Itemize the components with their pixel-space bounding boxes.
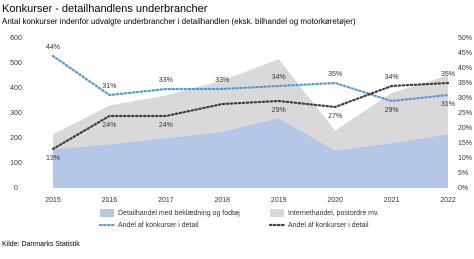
legend-label: Andel af konkurser i detail	[288, 222, 369, 229]
chart-title: Konkurser - detailhandlens underbrancher	[2, 3, 208, 15]
data-label: 29%	[385, 107, 399, 114]
legend-swatch	[100, 209, 114, 217]
data-label: 13%	[46, 155, 60, 162]
data-label: 27%	[328, 113, 342, 120]
y2-tick-label: 25%	[458, 110, 472, 117]
x-tick-label: 2020	[327, 197, 343, 204]
y-tick-label: 600	[10, 35, 22, 42]
y-tick-label: 200	[10, 135, 22, 142]
legend-label: Detailhandel med beklædning og fodtøj	[118, 210, 240, 217]
y2-tick-label: 30%	[458, 95, 472, 102]
data-label: 24%	[159, 122, 173, 129]
y2-tick-label: 35%	[458, 80, 472, 87]
legend-label: Andel af konkurser i detail	[118, 222, 199, 229]
data-label: 24%	[102, 122, 116, 129]
legend-label: Internethandel, postordre mv.	[288, 210, 379, 217]
data-label: 31%	[102, 83, 116, 90]
y2-tick-label: 10%	[458, 155, 472, 162]
area	[53, 118, 448, 188]
legend-swatch	[270, 209, 284, 217]
data-label: 44%	[46, 44, 60, 51]
data-label: 31%	[441, 101, 455, 108]
data-label: 29%	[272, 107, 286, 114]
y-tick-label: 300	[10, 110, 22, 117]
y2-tick-label: 15%	[458, 140, 472, 147]
data-label: 34%	[385, 74, 399, 81]
data-label: 35%	[328, 71, 342, 78]
area	[53, 59, 448, 151]
x-tick-label: 2018	[214, 197, 230, 204]
y2-tick-label: 5%	[458, 170, 468, 177]
y-tick-label: 500	[10, 60, 22, 67]
x-tick-label: 2015	[45, 197, 61, 204]
y2-tick-label: 20%	[458, 125, 472, 132]
y2-tick-label: 50%	[458, 35, 472, 42]
y2-tick-label: 45%	[458, 50, 472, 57]
data-label: 35%	[441, 71, 455, 78]
x-tick-label: 2021	[384, 197, 400, 204]
x-tick-label: 2017	[158, 197, 174, 204]
data-label: 34%	[272, 74, 286, 81]
x-tick-label: 2019	[271, 197, 287, 204]
y-tick-label: 100	[10, 160, 22, 167]
source: Kilde: Danmarks Statistik	[2, 241, 80, 248]
data-label: 33%	[215, 77, 229, 84]
y2-tick-label: 40%	[458, 65, 472, 72]
chart-subtitle: Antal konkurser indenfor udvalgte underb…	[2, 17, 356, 26]
data-label: 33%	[159, 77, 173, 84]
line	[51, 54, 450, 103]
line	[51, 81, 450, 151]
x-tick-label: 2016	[102, 197, 118, 204]
y-tick-label: 0	[14, 185, 18, 192]
x-tick-label: 2022	[440, 197, 456, 204]
y-tick-label: 400	[10, 85, 22, 92]
y2-tick-label: 0%	[458, 185, 468, 192]
